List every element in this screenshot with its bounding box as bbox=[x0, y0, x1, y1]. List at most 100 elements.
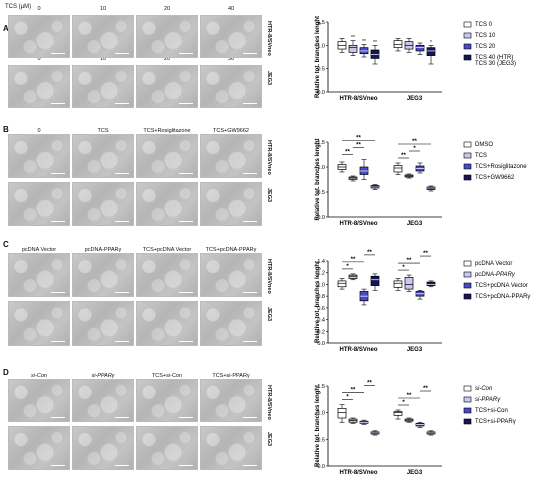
y-tick-label: 1.5 bbox=[317, 384, 325, 390]
micrograph-tile bbox=[136, 253, 198, 297]
panel-label-b: B bbox=[3, 125, 9, 134]
significance-label: * bbox=[402, 400, 405, 406]
scale-bar bbox=[179, 52, 193, 54]
scale-bar bbox=[51, 416, 65, 418]
y-tick-label: 0.5 bbox=[317, 190, 325, 196]
significance-label: ** bbox=[401, 153, 406, 159]
row-label: HTR-8/SVneo bbox=[266, 21, 272, 56]
y-axis-label: Relative tot. branches lenght bbox=[315, 16, 321, 98]
legend-swatch bbox=[463, 385, 472, 392]
box bbox=[370, 49, 380, 59]
row-label: JEG3 bbox=[266, 71, 272, 86]
legend-swatch bbox=[463, 43, 472, 50]
micrograph-tile bbox=[136, 65, 198, 108]
micrograph-tile bbox=[72, 426, 134, 470]
scale-bar bbox=[115, 220, 129, 222]
significance-label: ** bbox=[345, 150, 350, 156]
legend-label: DMSO bbox=[475, 142, 493, 148]
scale-bar bbox=[115, 416, 129, 418]
legend-swatch bbox=[463, 418, 472, 425]
scale-bar bbox=[51, 464, 65, 466]
scale-bar bbox=[179, 416, 193, 418]
box bbox=[348, 44, 358, 53]
y-axis-label: Relative tot. branches lenght bbox=[315, 261, 321, 343]
micrograph-tile bbox=[200, 65, 262, 108]
micrograph-tile bbox=[136, 301, 198, 346]
significance-label: ** bbox=[367, 250, 372, 256]
micrograph-tile bbox=[8, 253, 70, 297]
row-label: JEG3 bbox=[266, 432, 272, 447]
box bbox=[404, 277, 414, 290]
column-label: 10 bbox=[99, 56, 107, 62]
scale-bar bbox=[243, 172, 257, 174]
legend-swatch bbox=[463, 152, 472, 159]
significance-label: * bbox=[346, 395, 349, 401]
y-tick-label: 0.0 bbox=[317, 464, 325, 470]
legend-label: TCS bbox=[475, 153, 487, 159]
y-tick-label: 1.0 bbox=[317, 282, 325, 288]
y-tick-label: 0.4 bbox=[317, 318, 325, 324]
row-label: HTR-8/SVneo bbox=[266, 385, 272, 420]
scale-bar bbox=[51, 102, 65, 104]
legend-swatch bbox=[463, 174, 472, 181]
y-tick-label: 0.0 bbox=[317, 341, 325, 347]
micrograph-tile bbox=[72, 301, 134, 346]
y-axis-label: Relative tot. branches lenght bbox=[315, 385, 321, 467]
legend-label: pcDNA Vector bbox=[475, 261, 512, 267]
legend-label: TCS+si-PPARγ bbox=[475, 419, 516, 425]
significance-label: ** bbox=[423, 386, 428, 392]
panel-label-a: A bbox=[3, 24, 9, 33]
row-label: JEG3 bbox=[266, 188, 272, 203]
legend-swatch bbox=[463, 163, 472, 170]
column-label: pcDNA-PPARγ bbox=[84, 247, 122, 253]
y-tick-label: 0.5 bbox=[317, 437, 325, 443]
row-label: HTR-8/SVneo bbox=[266, 140, 272, 175]
scale-bar bbox=[51, 340, 65, 342]
micrograph-tile bbox=[200, 379, 262, 422]
scale-bar bbox=[243, 464, 257, 466]
column-label: TCS+si-Con bbox=[151, 373, 183, 379]
micrograph-tile bbox=[200, 134, 262, 178]
significance-star: * bbox=[430, 40, 432, 46]
significance-label: * bbox=[413, 146, 416, 152]
micrograph-tile bbox=[8, 182, 70, 226]
legend-swatch bbox=[463, 141, 472, 148]
box bbox=[337, 280, 347, 288]
y-tick-label: 0.6 bbox=[317, 306, 325, 312]
scale-bar bbox=[243, 102, 257, 104]
column-label: si-Con bbox=[31, 373, 47, 379]
legend-label: TCS 40 (HTR) bbox=[475, 55, 513, 61]
legend-swatch bbox=[463, 54, 472, 61]
category-label: HTR-8/SVneo bbox=[339, 96, 377, 102]
scale-bar bbox=[115, 291, 129, 293]
column-label: 40 bbox=[227, 6, 235, 12]
significance-label: ** bbox=[351, 257, 356, 263]
legend-label: si-Con bbox=[475, 386, 493, 392]
y-tick-label: 0.2 bbox=[317, 329, 325, 335]
y-tick-label: 0.5 bbox=[317, 67, 325, 73]
category-label: JEG3 bbox=[407, 347, 423, 353]
y-tick-label: 0.8 bbox=[317, 294, 325, 300]
micrograph-tile bbox=[136, 379, 198, 422]
significance-label: ** bbox=[423, 251, 428, 257]
column-label: pcDNA Vector bbox=[21, 247, 57, 253]
significance-label: ** bbox=[407, 393, 412, 399]
micrograph-tile bbox=[200, 426, 262, 470]
y-tick-label: 1.5 bbox=[317, 140, 325, 146]
micrograph-tile bbox=[136, 15, 198, 58]
category-label: HTR-8/SVneo bbox=[339, 221, 377, 227]
category-label: HTR-8/SVneo bbox=[339, 470, 377, 476]
legend-label: TCS+si-Con bbox=[475, 408, 508, 414]
significance-label: * bbox=[402, 265, 405, 271]
legend-label: TCS+Rosiglitazone bbox=[475, 164, 527, 170]
column-label: TCS+pcDNA-PPARγ bbox=[205, 247, 257, 253]
box bbox=[370, 275, 380, 286]
y-tick-label: 0.0 bbox=[317, 215, 325, 221]
legend-label: TCS 10 bbox=[475, 33, 496, 39]
micrograph-tile bbox=[8, 65, 70, 108]
scale-bar bbox=[51, 220, 65, 222]
box bbox=[426, 47, 436, 56]
legend-label: TCS+pcDNA-PPARγ bbox=[475, 294, 530, 300]
